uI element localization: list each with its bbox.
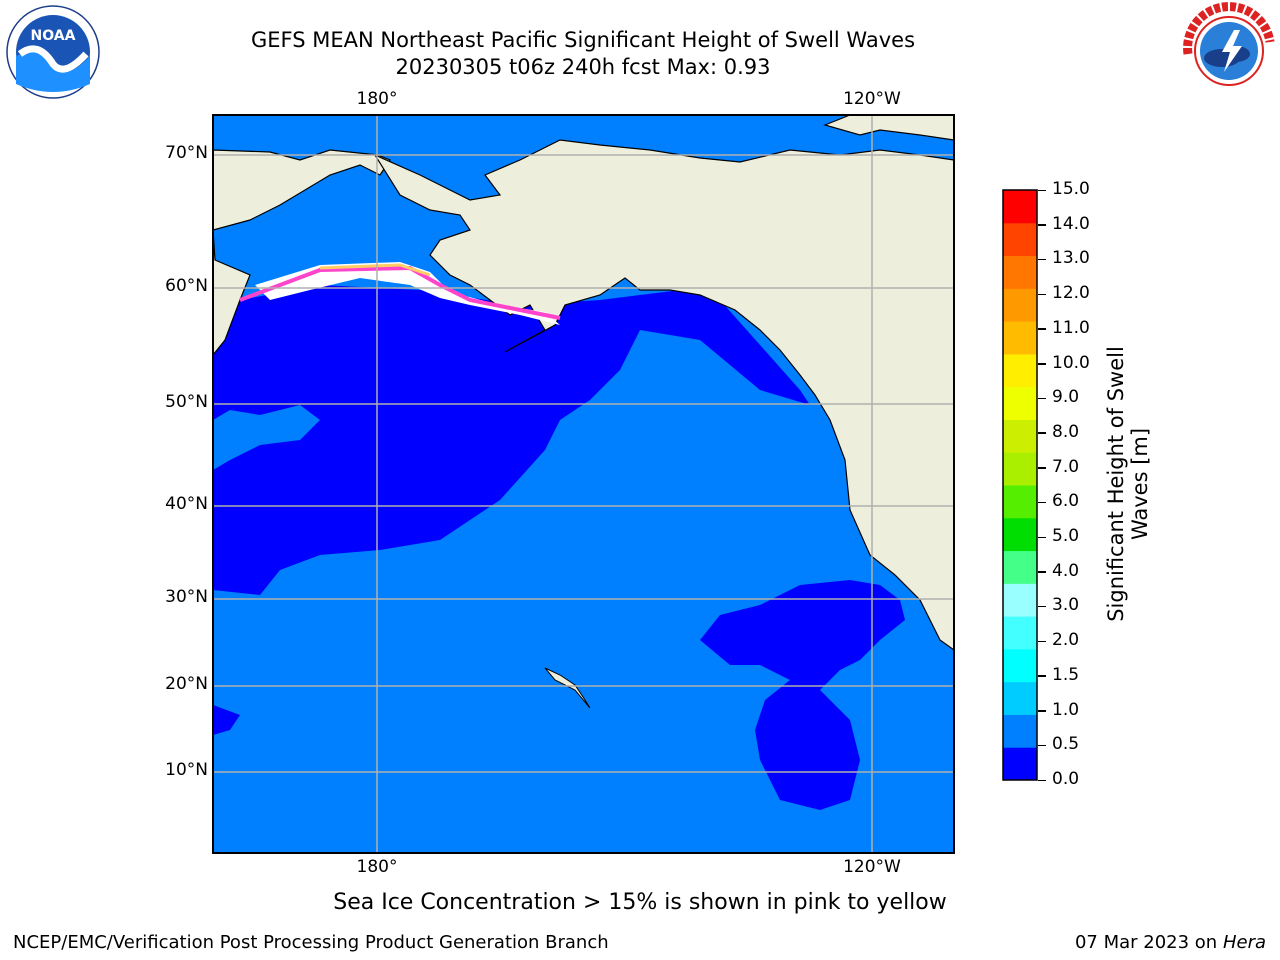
colorbar-tick-label: 3.0 [1052,595,1080,616]
map-title: GEFS MEAN Northeast Pacific Significant … [250,28,916,52]
colorbar-segment [1003,681,1037,715]
colorbar-tick-label: 5.0 [1052,526,1080,547]
colorbar-tick-mark [1038,744,1046,747]
nws-logo [1182,2,1276,98]
colorbar-tick-label: 9.0 [1052,387,1080,408]
graticule [213,115,954,853]
lat-label-40n: 40°N [165,494,208,514]
lon-label-top-180: 180° [356,89,398,109]
colorbar-tick-mark [1038,640,1046,643]
colorbar-tick-label: 15.0 [1052,179,1090,199]
colorbar-segment [1003,648,1037,683]
colorbar-tick-label: 1.0 [1052,699,1080,720]
colorbar-tick-mark [1038,432,1046,434]
colorbar-segment [1003,222,1037,257]
colorbar-tick-mark [1038,605,1046,608]
lat-label-20n: 20°N [165,674,208,694]
colorbar-segment [1003,419,1037,453]
credit-date-text: 07 Mar 2023 on [1074,932,1218,953]
lon-label-top-120w: 120°W [843,89,901,109]
colorbar-tick-mark [1038,571,1046,573]
lat-label-30n: 30°N [165,587,208,607]
colorbar-tick-mark [1038,397,1046,400]
colorbar-segment [1003,747,1037,781]
colorbar-tick-label: 14.0 [1052,213,1090,234]
sea-ice-fringe-yellow [319,263,431,277]
lon-label-bottom-120w: 120°W [843,857,901,877]
colorbar-tick-label: 10.0 [1052,352,1090,373]
colorbar-tick-label: 0.5 [1052,734,1080,755]
colorbar-frame [1002,189,1038,781]
colorbar-tick-mark [1038,189,1046,191]
sea-ice-note: Sea Ice Concentration > 15% is shown in … [333,890,947,915]
colorbar-tick-mark [1038,328,1046,330]
credit-date: 07 Mar 2023 on Hera [1075,932,1266,953]
lat-label-50n: 50°N [165,392,208,412]
colorbar-tick-label: 4.0 [1052,560,1080,581]
credit-host: Hera [1222,932,1266,953]
colorbar-label-line1: Significant Height of Swell [1104,346,1128,622]
colorbar-tick-mark [1038,224,1046,226]
land-hawaii [544,667,591,709]
colorbar-tick-label: 13.0 [1052,248,1090,269]
colorbar-segment [1003,255,1037,289]
colorbar-tick-mark [1038,363,1046,365]
colorbar-label-line2: Waves [m] [1128,427,1152,541]
colorbar-segment [1003,550,1037,584]
colorbar-tick-mark [1038,258,1046,261]
colorbar-segment [1003,714,1037,748]
colorbar-tick-mark [1038,710,1046,712]
land-arctic-islands [823,115,954,141]
ocean-low-sw [213,705,240,735]
lat-label-10n: 10°N [165,760,208,780]
svg-text:NOAA: NOAA [31,28,76,44]
ocean-low-southeast [700,580,905,810]
colorbar-tick-mark [1038,467,1046,469]
lat-label-60n: 60°N [165,276,208,296]
colorbar-tick-label: 7.0 [1052,456,1080,477]
colorbar-tick-label: 8.0 [1052,421,1080,442]
colorbar-tick-mark [1038,293,1046,296]
ocean-low-patch [213,405,320,470]
colorbar-tick-label: 11.0 [1052,317,1090,338]
map-frame [212,114,955,854]
sea-ice-bering [255,262,560,325]
lon-label-bottom-180: 180° [356,857,398,877]
colorbar-tick-mark [1038,501,1046,504]
colorbar-segment [1003,353,1037,388]
colorbar-segment [1003,485,1037,519]
sea-ice-fringe [239,265,561,320]
colorbar-segment [1003,452,1037,486]
colorbar-tick-label: 1.5 [1052,664,1080,685]
lat-label-70n: 70°N [165,143,208,163]
colorbar-tick-label: 12.0 [1052,283,1090,304]
colorbar-tick-label: 0.0 [1052,769,1080,789]
colorbar-tick-label: 6.0 [1052,491,1080,512]
colorbar-segment [1003,190,1037,224]
colorbar-segment [1003,583,1037,617]
colorbar-tick-mark [1038,536,1046,539]
colorbar-segment [1003,517,1037,552]
map-subtitle: 20230305 t06z 240h fcst Max: 0.93 [395,55,771,79]
colorbar-segment [1003,616,1037,650]
colorbar [1002,189,1038,781]
colorbar-label: Significant Height of Swell Waves [m] [1104,346,1152,622]
colorbar-tick-mark [1038,779,1046,781]
colorbar-segment [1003,321,1037,355]
colorbar-segment [1003,288,1037,322]
credit-branch: NCEP/EMC/Verification Post Processing Pr… [13,932,609,953]
ocean-low-north [213,285,810,595]
noaa-logo: NOAA [6,5,100,99]
colorbar-tick-mark [1038,675,1046,677]
colorbar-segment [1003,386,1037,420]
colorbar-tick-label: 2.0 [1052,630,1080,651]
